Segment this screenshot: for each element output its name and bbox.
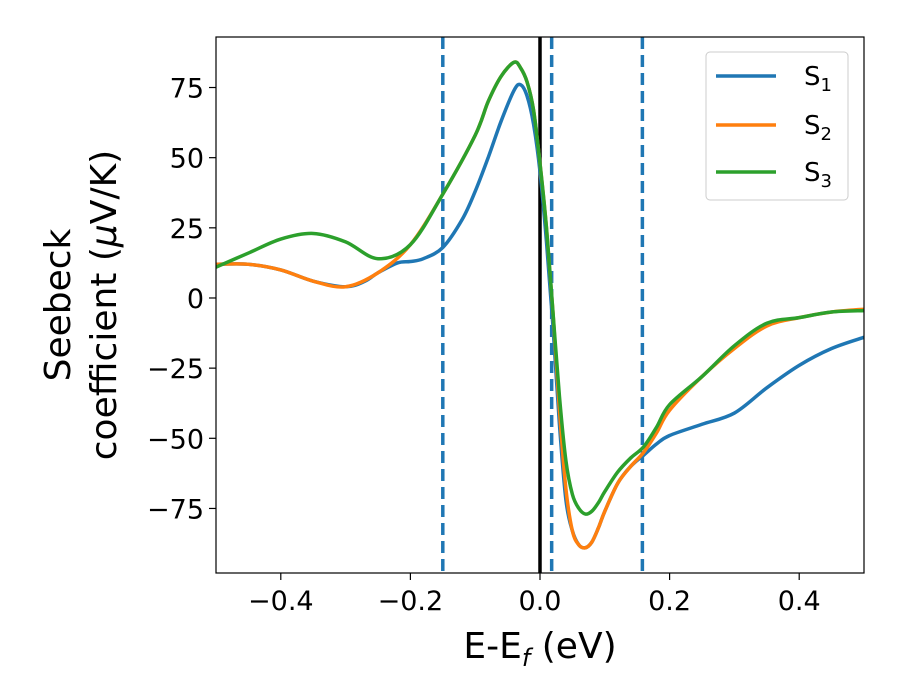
x-axis-title-unit: (eV): [530, 626, 616, 667]
y-axis-title-line2: coefficient (μV/K): [84, 150, 125, 460]
legend-frame: [705, 51, 849, 201]
y-tick-label: −75: [147, 494, 204, 525]
y-axis-ticks: 75 50 25 0 −25 −50 −75: [147, 74, 216, 525]
y-tick-label: 0: [187, 284, 204, 315]
y-tick-label: 75: [170, 74, 204, 105]
y-tick-label: 50: [170, 144, 204, 175]
x-tick-label: −0.2: [378, 586, 444, 617]
y-axis-title-suffix: V/K): [84, 150, 125, 224]
y-tick-label: 25: [170, 214, 204, 245]
legend-label-s3: S3: [804, 158, 832, 192]
series-line-s3: [216, 60, 864, 516]
y-tick-label: −50: [147, 424, 204, 455]
legend-label-s2: S2: [804, 111, 832, 145]
y-axis-title: Seebeck coefficient (μV/K): [38, 150, 125, 460]
y-axis-title-mu: μ: [84, 224, 125, 248]
x-tick-label: 0.2: [648, 586, 691, 617]
y-axis-title-prefix: coefficient (: [84, 247, 125, 460]
legend-label-s1: S1: [804, 62, 832, 96]
vertical-lines: [441, 37, 645, 573]
y-tick-label: −25: [147, 354, 204, 385]
x-axis-title: E-Ef (eV): [463, 626, 616, 672]
x-tick-label: 0.4: [778, 586, 821, 617]
series-lines: [216, 60, 864, 550]
x-axis-ticks: −0.4 −0.2 0.0 0.2 0.4: [248, 573, 821, 617]
y-axis-title-line1: Seebeck: [38, 228, 79, 381]
legend: S1 S2 S3: [705, 51, 849, 201]
x-tick-label: 0.0: [519, 586, 562, 617]
x-axis-title-main: E-E: [463, 626, 521, 667]
x-tick-label: −0.4: [248, 586, 314, 617]
